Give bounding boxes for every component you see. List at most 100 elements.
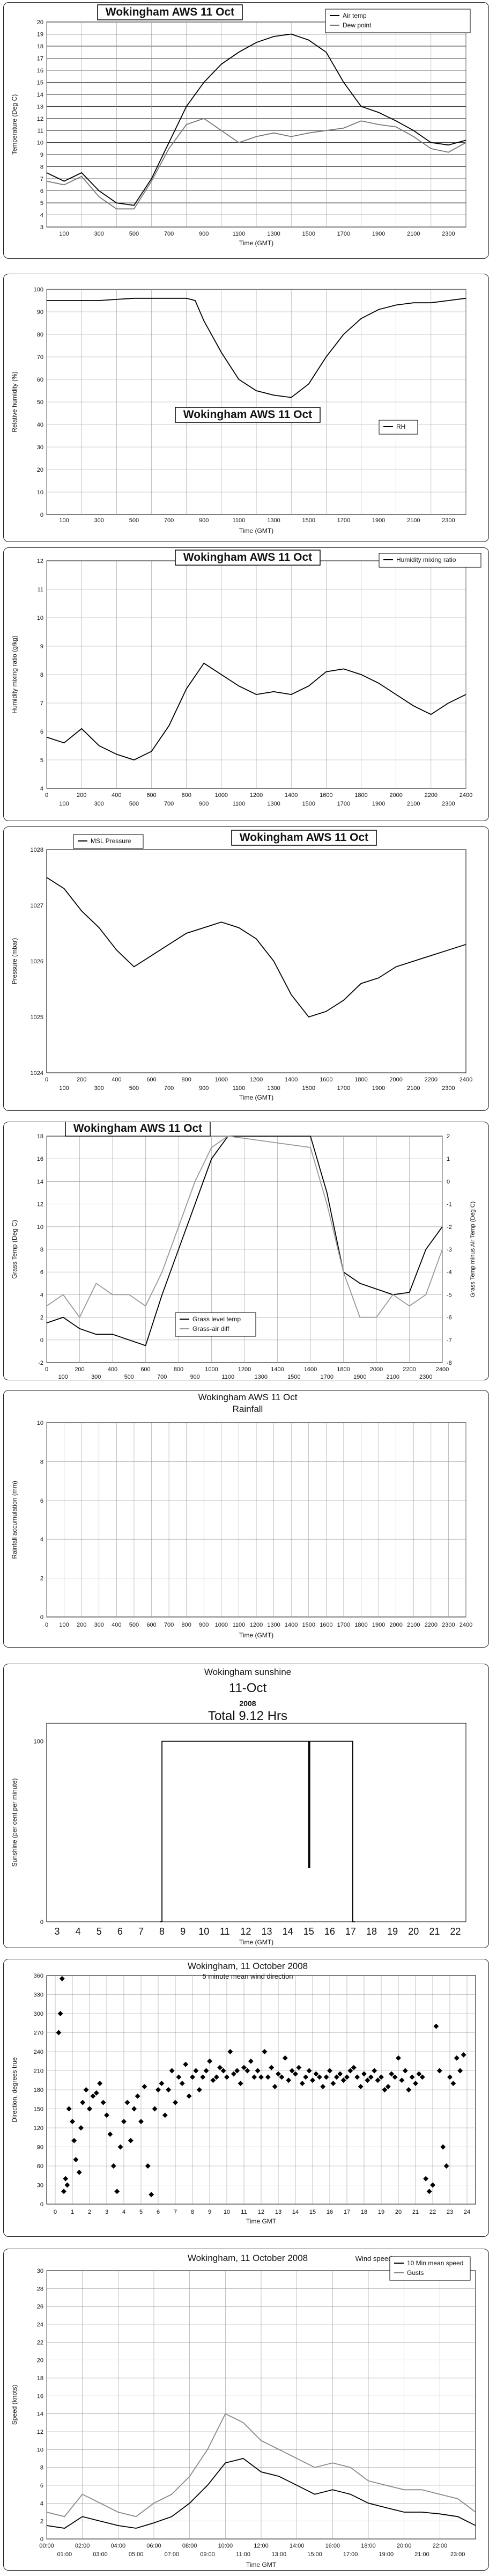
x-tick-label: 2100 [407,1085,420,1092]
x-tick-label: 06:00 [146,2543,161,2549]
y-tick-label: 270 [34,2030,43,2037]
scatter-point [436,2068,442,2074]
x-tick-label: 2300 [442,1085,455,1092]
y-axis-label: Grass Temp (Deg C) [11,1220,18,1279]
legend-box [389,2256,471,2281]
y-tick-label: 100 [34,287,43,293]
x-tick-label: 0 [45,1077,48,1083]
chart-subtitle: 11-Oct [229,1681,267,1695]
x-tick-label: 23 [447,2209,453,2215]
x-tick-label: 1000 [215,1077,228,1083]
x-tick-label: 20:00 [397,2543,412,2549]
x-tick-label: 2100 [407,517,420,524]
x-tick-label: 9 [180,1926,186,1937]
x-tick-label: 1700 [337,517,350,524]
scatter-point [347,2068,353,2074]
y-tick-label: 6 [40,188,43,195]
x-tick-label: 500 [124,1374,134,1380]
scatter-point [406,2087,412,2092]
y-tick-label: 10 [37,1224,43,1231]
chart-panel: 4 5 6 7 8 9 10 11 12 0 200 400 600 800 1000 1200 1400 160… [3,547,489,821]
x-tick-label: 2000 [370,1366,383,1373]
chart-panel: -2 0 2 4 6 8 10 12 14 16 18 -8 -7 -6 -5 -4 -3 -2 -1 0 1 2 Gras… [3,1122,489,1380]
x-tick-label: 00:00 [39,2543,54,2549]
x-tick-label: 700 [164,801,174,807]
y-tick-label: 10 [37,2447,43,2453]
y-right-tick-label: -5 [447,1292,452,1298]
x-tick-label: 13 [262,1926,272,1937]
x-tick-label: 8 [191,2209,194,2215]
x-tick-label: 1900 [372,1085,385,1092]
title-box [65,1122,211,1137]
x-tick-label: 18 [366,1926,377,1937]
y-tick-label: 24 [37,2322,43,2328]
x-tick-label: 1200 [238,1366,251,1373]
legend-label: Grass level temp [192,1315,241,1323]
x-tick-label: 1300 [255,1374,268,1380]
y-tick-label: 5 [40,200,43,207]
series-line [160,1740,355,1922]
y-tick-label: 1027 [31,903,43,909]
y-right-tick-label: -7 [447,1337,452,1344]
y-tick-label: 22 [37,2339,43,2346]
x-tick-label: 1500 [302,1085,315,1092]
legend-label: Air temp [343,12,367,19]
scatter-point [83,2087,89,2092]
x-tick-label: 2300 [442,1622,455,1628]
x-tick-label: 600 [146,1622,156,1628]
scatter-point [155,2087,161,2092]
y-tick-label: 2 [40,1315,43,1321]
x-tick-label: 3 [55,1926,60,1937]
plot-area [46,1723,466,1922]
x-tick-label: 1200 [250,1077,263,1083]
x-tick-label: 6 [117,1926,123,1937]
x-tick-label: 1600 [320,1077,332,1083]
y-tick-label: 0 [40,1919,43,1926]
x-tick-label: 2200 [425,1622,438,1628]
y-tick-label: 16 [37,68,43,74]
scatter-point [262,2049,268,2054]
y-tick-label: 60 [37,2163,43,2170]
scatter-point [327,2068,332,2074]
x-tick-label: 21 [412,2209,419,2215]
y-tick-label: 150 [34,2106,43,2113]
y-tick-label: 100 [34,1739,43,1745]
plot-area [46,849,466,1073]
x-tick-label: 1900 [353,1374,366,1380]
scatter-point [234,2068,240,2074]
x-axis-label: Time (GMT) [239,1094,273,1101]
y-tick-label: 90 [37,2145,43,2151]
legend-label: MSL Pressure [91,837,131,845]
x-tick-label: 100 [59,1622,69,1628]
y-tick-label: 8 [40,672,43,678]
x-tick-label: 300 [94,517,104,524]
x-tick-label: 300 [91,1374,101,1380]
scatter-point [289,2068,295,2074]
x-tick-label: 21 [429,1926,440,1937]
chart-svg: 4 5 6 7 8 9 10 11 12 0 200 400 600 800 1000 1200 1400 160… [11,550,481,807]
x-tick-label: 500 [129,517,139,524]
x-tick-label: 1100 [233,1622,246,1628]
y-tick-label: 6 [40,2483,43,2489]
x-tick-label: 11 [241,2209,247,2215]
title-box [175,550,321,566]
y-tick-label: 0 [40,1614,43,1621]
chart-svg: 3 4 5 6 7 8 9 10 11 12 13 14 15 16 17 18 19 20 100 300 500 70… [11,4,471,247]
y-tick-label: 9 [40,152,43,158]
x-tick-label: 2300 [442,231,455,237]
x-tick-label: 14 [283,1926,293,1937]
x-tick-label: 23:00 [450,2551,465,2558]
y-right-tick-label: -6 [447,1315,452,1321]
x-tick-label: 1100 [233,1085,246,1092]
x-tick-label: 1900 [372,1622,385,1628]
x-tick-label: 1100 [233,801,246,807]
x-tick-label: 900 [199,1085,209,1092]
x-tick-label: 700 [164,517,174,524]
x-tick-label: 1400 [285,1077,298,1083]
y-axis-label: Pressure (mbar) [11,938,18,985]
x-tick-label: 17 [345,1926,356,1937]
y-tick-label: 3 [40,224,43,231]
x-tick-label: 500 [129,1085,139,1092]
